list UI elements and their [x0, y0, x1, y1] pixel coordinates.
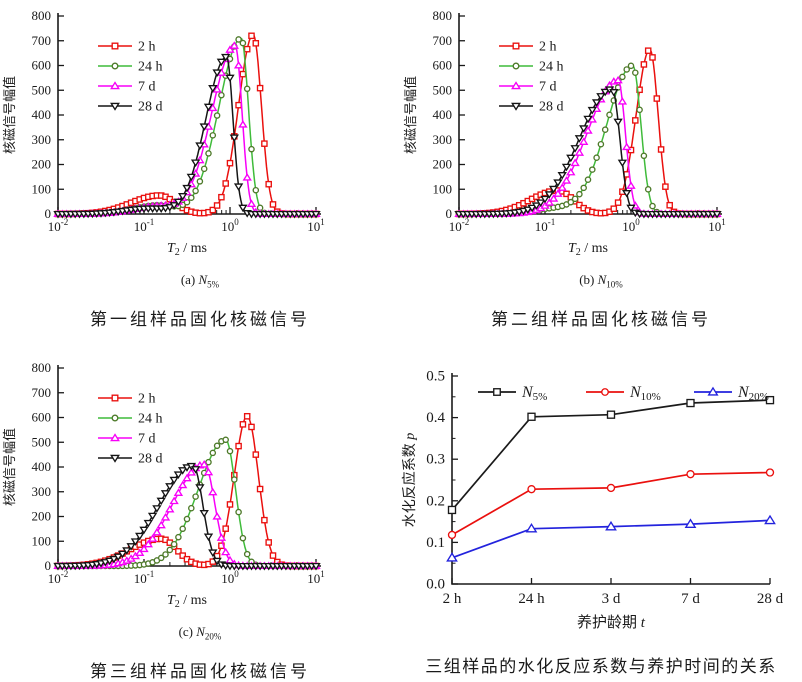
panel-c-caption: 第三组样品固化核磁信号 [90, 661, 310, 681]
chart-a-canvas: 0 100 200 300 400 500 600 700 800 10-2 10-1 100 101 核… [2, 8, 325, 258]
svg-text:核磁信号幅值: 核磁信号幅值 [2, 428, 17, 506]
svg-text:水化反应系数 p: 水化反应系数 p [401, 433, 418, 528]
svg-text:10-1: 10-1 [134, 569, 155, 586]
svg-text:700: 700 [433, 33, 453, 48]
svg-text:28 d: 28 d [138, 100, 163, 115]
svg-text:500: 500 [433, 82, 453, 97]
svg-text:400: 400 [32, 459, 52, 474]
svg-text:400: 400 [433, 107, 453, 122]
svg-text:200: 200 [32, 509, 52, 524]
svg-text:24 h: 24 h [138, 412, 163, 427]
svg-text:0.2: 0.2 [426, 493, 445, 509]
svg-text:7 d: 7 d [138, 80, 156, 95]
svg-text:600: 600 [32, 410, 52, 425]
svg-text:2 h: 2 h [443, 591, 462, 607]
svg-text:0: 0 [45, 558, 52, 573]
panel-d: 0.0 0.1 0.2 0.3 0.4 0.5 2 h 24 h 3 d 7 d 28 d 水化反应系… [400, 352, 802, 677]
svg-text:100: 100 [32, 181, 52, 196]
panel-a: 0 100 200 300 400 500 600 700 800 10-2 10-1 100 101 核… [0, 0, 400, 330]
svg-text:600: 600 [433, 58, 453, 73]
svg-text:300: 300 [32, 132, 52, 147]
chart-b-canvas: 0 100 200 300 400 500 600 700 800 10-2 10-1 100 101 核… [403, 8, 726, 258]
svg-text:100: 100 [221, 217, 239, 234]
panel-a-caption: 第一组样品固化核磁信号 [90, 309, 310, 329]
svg-text:7 d: 7 d [138, 432, 156, 447]
svg-text:0.1: 0.1 [426, 535, 445, 551]
svg-text:10-2: 10-2 [48, 217, 69, 234]
panel-b-caption: 第二组样品固化核磁信号 [491, 309, 711, 329]
svg-text:24 h: 24 h [539, 60, 564, 75]
svg-text:800: 800 [32, 8, 52, 23]
svg-text:100: 100 [622, 217, 640, 234]
svg-text:800: 800 [433, 8, 453, 23]
svg-text:3 d: 3 d [602, 591, 621, 607]
svg-text:10-2: 10-2 [449, 217, 470, 234]
svg-text:核磁信号幅值: 核磁信号幅值 [403, 76, 418, 154]
svg-text:2 h: 2 h [539, 40, 557, 55]
svg-text:0: 0 [45, 206, 52, 221]
svg-text:0.4: 0.4 [426, 410, 445, 426]
svg-text:N5%: N5% [521, 384, 547, 403]
svg-text:600: 600 [32, 58, 52, 73]
panel-c-label: (c) N20% [178, 624, 222, 642]
svg-text:28 d: 28 d [539, 100, 564, 115]
svg-text:101: 101 [307, 217, 325, 234]
svg-text:2 h: 2 h [138, 40, 156, 55]
svg-text:养护龄期 t: 养护龄期 t [577, 614, 646, 631]
svg-text:0: 0 [446, 206, 453, 221]
svg-text:0.3: 0.3 [426, 452, 445, 468]
svg-text:100: 100 [32, 533, 52, 548]
svg-text:300: 300 [433, 132, 453, 147]
svg-text:200: 200 [433, 157, 453, 172]
svg-text:700: 700 [32, 33, 52, 48]
svg-text:N10%: N10% [629, 384, 661, 403]
svg-text:T2 / ms: T2 / ms [167, 241, 207, 258]
svg-text:T2 / ms: T2 / ms [568, 241, 608, 258]
svg-text:28 d: 28 d [138, 452, 163, 467]
panel-d-caption: 三组样品的水化反应系数与养护时间的关系 [425, 657, 777, 676]
svg-text:0.5: 0.5 [426, 369, 445, 385]
chart-d-canvas: 0.0 0.1 0.2 0.3 0.4 0.5 2 h 24 h 3 d 7 d 28 d 水化反应系… [401, 369, 784, 632]
svg-text:700: 700 [32, 385, 52, 400]
svg-text:800: 800 [32, 360, 52, 375]
panel-c: 0 100 200 300 400 500 600 700 800 10-2 10-1 100 101 核… [0, 352, 400, 682]
svg-text:101: 101 [708, 217, 726, 234]
svg-text:300: 300 [32, 484, 52, 499]
svg-text:7 d: 7 d [539, 80, 557, 95]
svg-text:10-2: 10-2 [48, 569, 69, 586]
svg-text:100: 100 [221, 569, 239, 586]
svg-text:24 h: 24 h [138, 60, 163, 75]
svg-text:10-1: 10-1 [535, 217, 556, 234]
svg-text:101: 101 [307, 569, 325, 586]
svg-text:100: 100 [433, 181, 453, 196]
svg-text:核磁信号幅值: 核磁信号幅值 [2, 76, 17, 154]
svg-text:T2 / ms: T2 / ms [167, 593, 207, 610]
svg-text:24 h: 24 h [518, 591, 545, 607]
svg-text:28 d: 28 d [757, 591, 784, 607]
panel-b-label: (b) N10% [579, 272, 623, 290]
svg-text:10-1: 10-1 [134, 217, 155, 234]
svg-text:500: 500 [32, 82, 52, 97]
svg-text:500: 500 [32, 434, 52, 449]
svg-text:N20%: N20% [737, 384, 769, 403]
chart-c-canvas: 0 100 200 300 400 500 600 700 800 10-2 10-1 100 101 核… [2, 360, 325, 610]
panel-b: 0 100 200 300 400 500 600 700 800 10-2 10-1 100 101 核… [400, 0, 802, 330]
svg-text:2 h: 2 h [138, 392, 156, 407]
svg-text:0.0: 0.0 [426, 577, 445, 593]
panel-a-label: (a) N5% [180, 272, 220, 290]
svg-text:200: 200 [32, 157, 52, 172]
svg-text:400: 400 [32, 107, 52, 122]
svg-text:7 d: 7 d [681, 591, 700, 607]
